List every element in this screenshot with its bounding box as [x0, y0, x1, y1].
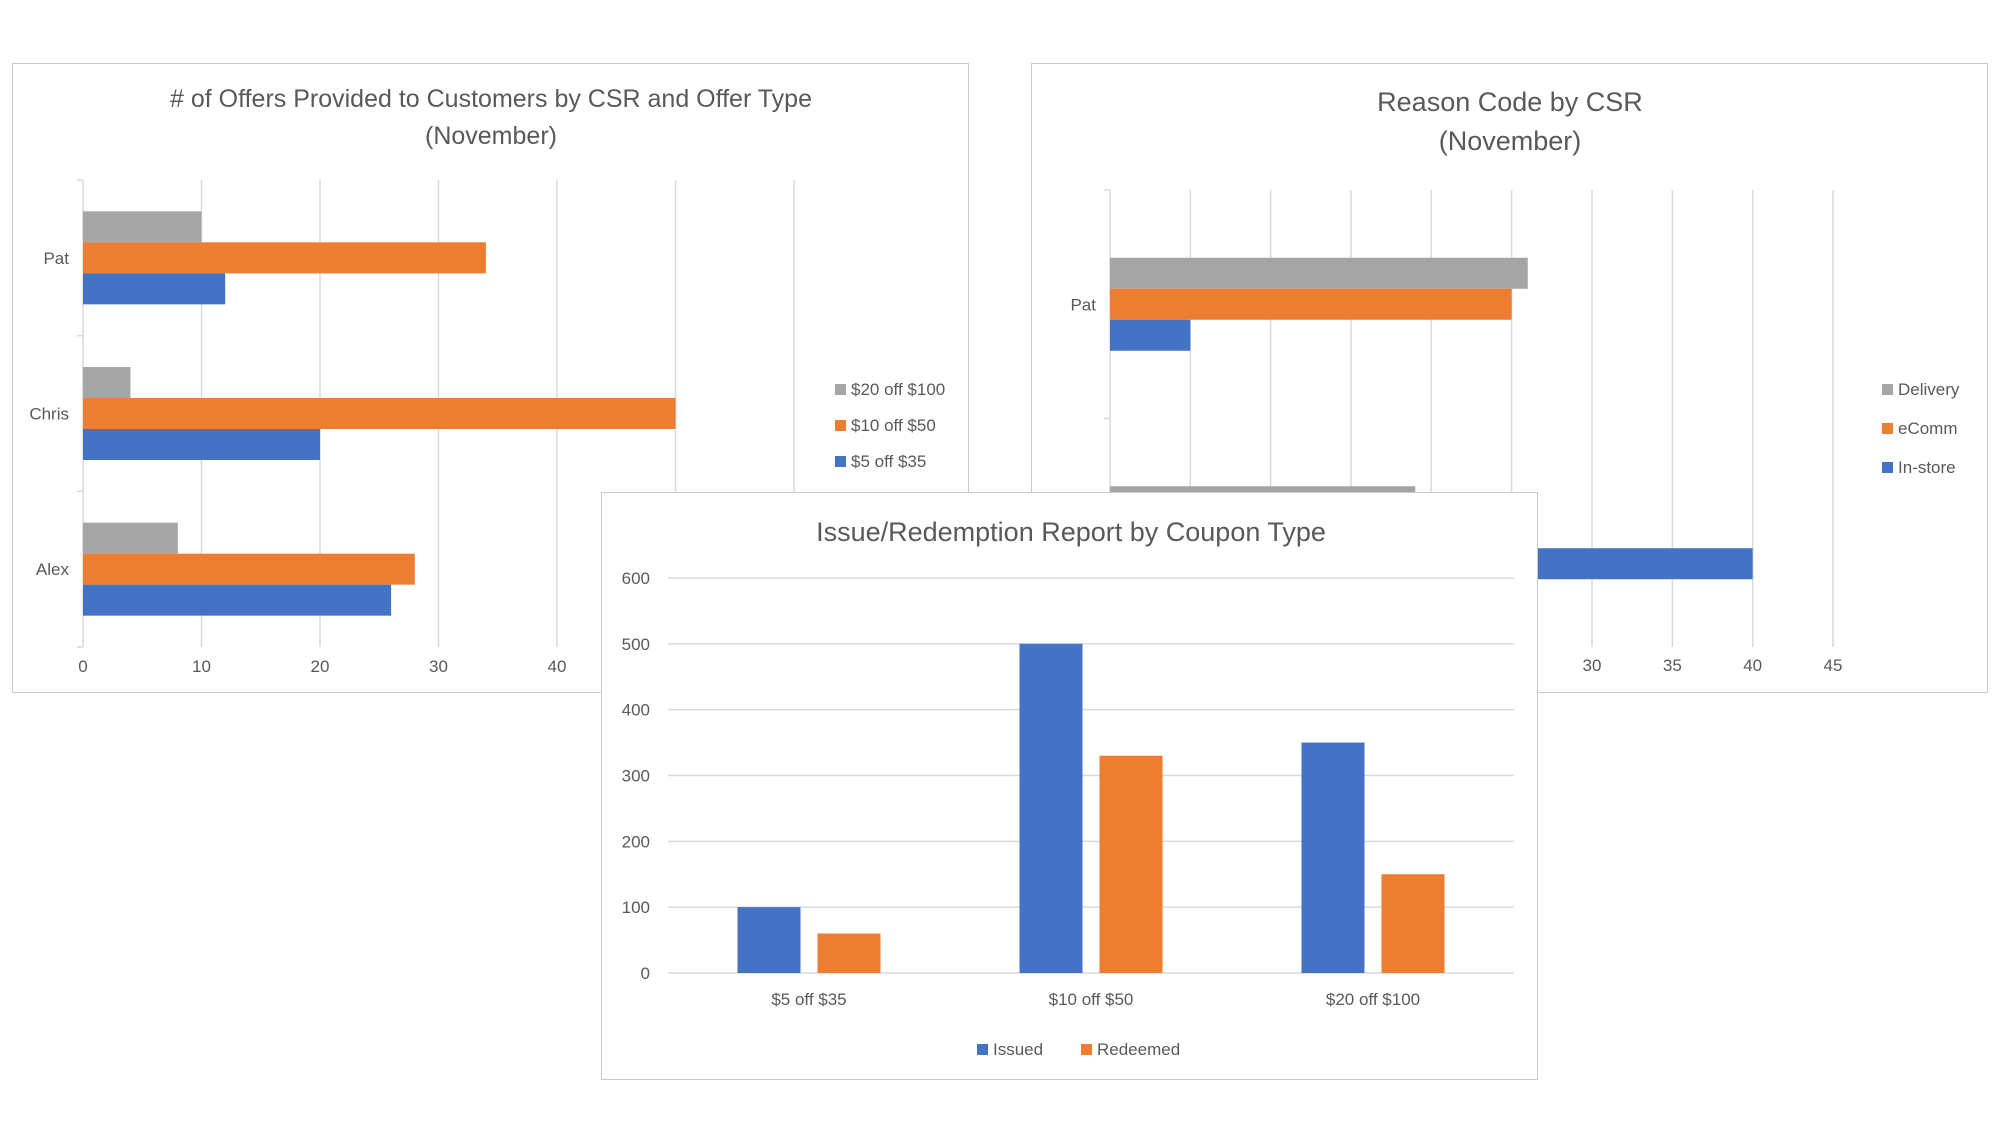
category-label-chris: Chris	[29, 405, 69, 424]
category-label-5-off-35: $5 off $35	[771, 990, 846, 1009]
legend-swatch-in-store	[1882, 462, 1893, 473]
category-label-pat: Pat	[43, 249, 69, 268]
bar-20-off-100-redeemed	[1381, 874, 1445, 973]
offers-chart-panel: # of Offers Provided to Customers by CSR…	[12, 63, 969, 693]
legend-swatch-issued	[977, 1044, 988, 1055]
bar-pat-10-off-50	[83, 242, 486, 274]
x-tick-label: 40	[548, 657, 567, 676]
x-tick-label: 30	[1583, 656, 1602, 675]
bar-5-off-35-redeemed	[817, 933, 881, 973]
chart-title-line: (November)	[1439, 126, 1582, 156]
legend-swatch-delivery	[1882, 384, 1893, 395]
legend-swatch-redeemed	[1081, 1044, 1092, 1055]
legend-label-5-off-35: $5 off $35	[851, 452, 926, 471]
y-tick-label: 500	[622, 635, 650, 654]
category-label-alex: Alex	[36, 560, 70, 579]
bar-chris-20-off-100	[83, 367, 131, 398]
y-tick-label: 600	[622, 569, 650, 588]
y-tick-label: 0	[641, 964, 650, 983]
y-tick-label: 400	[622, 701, 650, 720]
x-tick-label: 40	[1743, 656, 1762, 675]
bar-pat-5-off-35	[83, 273, 226, 305]
bar-pat-20-off-100	[83, 211, 202, 243]
bar-pat-in-store	[1110, 319, 1191, 351]
legend-label-issued: Issued	[993, 1040, 1043, 1059]
legend-swatch-20-off-100	[835, 384, 846, 395]
bar-alex-10-off-50	[83, 553, 415, 585]
issue-redemption-chart-panel: Issue/Redemption Report by Coupon Type 0 1…	[601, 492, 1538, 1080]
legend-label-in-store: In-store	[1898, 458, 1956, 477]
x-tick-label: 45	[1824, 656, 1843, 675]
legend-label-delivery: Delivery	[1898, 380, 1960, 399]
bar-chris-10-off-50	[83, 398, 676, 429]
bar-20-off-100-issued	[1301, 742, 1365, 973]
bar-chris-5-off-35	[83, 429, 320, 460]
x-tick-label: 0	[78, 657, 87, 676]
x-tick-label: 10	[192, 657, 211, 676]
x-tick-label: 30	[429, 657, 448, 676]
legend-label-20-off-100: $20 off $100	[851, 380, 945, 399]
chart-title-line: (November)	[425, 122, 557, 150]
y-tick-label: 100	[622, 898, 650, 917]
bar-alex-5-off-35	[83, 584, 392, 616]
category-label-pat: Pat	[1070, 295, 1096, 314]
y-tick-label: 200	[622, 832, 650, 851]
bar-pat-delivery	[1110, 257, 1528, 289]
category-label-10-off-50: $10 off $50	[1049, 990, 1134, 1009]
x-tick-label: 35	[1663, 656, 1682, 675]
legend-label-10-off-50: $10 off $50	[851, 416, 936, 435]
legend-label-ecomm: eComm	[1898, 419, 1958, 438]
x-tick-label: 20	[311, 657, 330, 676]
bar-pat-ecomm	[1110, 288, 1512, 320]
chart-title-line: # of Offers Provided to Customers by CSR…	[170, 85, 812, 113]
category-label-20-off-100: $20 off $100	[1326, 990, 1420, 1009]
legend-swatch-5-off-35	[835, 456, 846, 467]
y-tick-label: 300	[622, 767, 650, 786]
issue-redemption-chart: Issue/Redemption Report by Coupon Type 0 1…	[622, 517, 1514, 1059]
chart-title-line: Reason Code by CSR	[1377, 87, 1643, 117]
bar-10-off-50-redeemed	[1099, 755, 1163, 973]
bar-10-off-50-issued	[1019, 643, 1083, 973]
legend-swatch-ecomm	[1882, 423, 1893, 434]
bar-5-off-35-issued	[737, 907, 801, 973]
legend-swatch-10-off-50	[835, 420, 846, 431]
bar-alex-20-off-100	[83, 522, 178, 554]
legend-label-redeemed: Redeemed	[1097, 1040, 1180, 1059]
chart-title-line: Issue/Redemption Report by Coupon Type	[816, 517, 1326, 547]
